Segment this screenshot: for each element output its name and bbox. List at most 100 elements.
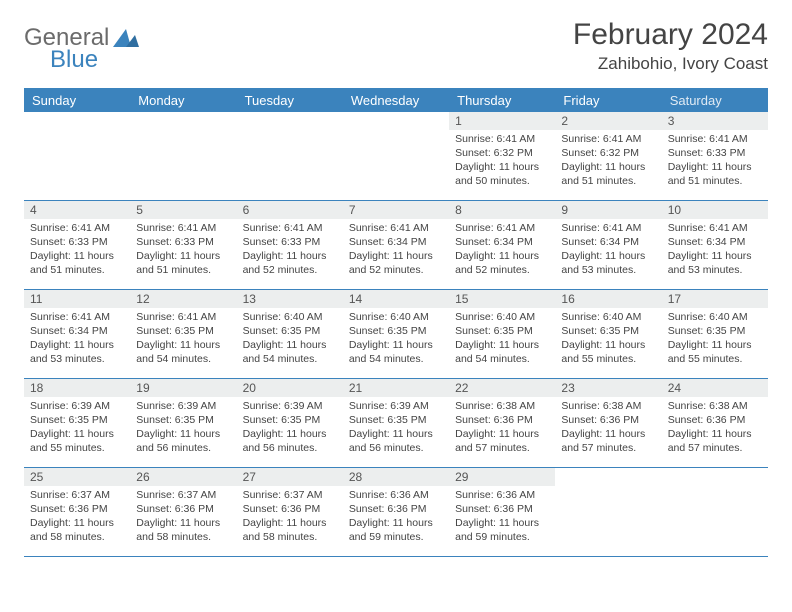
sunrise-text: Sunrise: 6:36 AM bbox=[349, 489, 443, 503]
day-cell: 9Sunrise: 6:41 AMSunset: 6:34 PMDaylight… bbox=[555, 201, 661, 289]
sunrise-text: Sunrise: 6:41 AM bbox=[30, 311, 124, 325]
day-number: 6 bbox=[237, 201, 343, 219]
sunset-text: Sunset: 6:35 PM bbox=[30, 414, 124, 428]
day-number: 17 bbox=[662, 290, 768, 308]
daylight-text: Daylight: 11 hours and 56 minutes. bbox=[136, 428, 230, 456]
daylight-text: Daylight: 11 hours and 58 minutes. bbox=[30, 517, 124, 545]
header: General February 2024 Zahibohio, Ivory C… bbox=[24, 18, 768, 74]
week-row: 25Sunrise: 6:37 AMSunset: 6:36 PMDayligh… bbox=[24, 468, 768, 557]
sunset-text: Sunset: 6:36 PM bbox=[136, 503, 230, 517]
daylight-text: Daylight: 11 hours and 53 minutes. bbox=[668, 250, 762, 278]
day-number: 23 bbox=[555, 379, 661, 397]
location: Zahibohio, Ivory Coast bbox=[573, 54, 768, 74]
day-cell bbox=[24, 112, 130, 200]
day-number: 18 bbox=[24, 379, 130, 397]
sunset-text: Sunset: 6:36 PM bbox=[668, 414, 762, 428]
daylight-text: Daylight: 11 hours and 56 minutes. bbox=[243, 428, 337, 456]
day-number bbox=[237, 112, 343, 116]
day-cell: 7 Sunrise: 6:41 AMSunset: 6:34 PMDaylight… bbox=[343, 201, 449, 289]
day-details: Sunrise: 6:41 AMSunset: 6:33 PMDaylight:… bbox=[237, 219, 343, 283]
day-details: Sunrise: 6:41 AMSunset: 6:33 PMDaylight:… bbox=[662, 130, 768, 194]
day-number: 5 bbox=[130, 201, 236, 219]
day-cell: 20 Sunrise: 6:39 AMSunset: 6:35 PMDayligh… bbox=[237, 379, 343, 467]
day-cell bbox=[662, 468, 768, 556]
sunset-text: Sunset: 6:36 PM bbox=[243, 503, 337, 517]
sunrise-text: Sunrise: 6:38 AM bbox=[668, 400, 762, 414]
day-number: 7 bbox=[343, 201, 449, 219]
day-cell: 26Sunrise: 6:37 AMSunset: 6:36 PMDayligh… bbox=[130, 468, 236, 556]
sunrise-text: Sunrise: 6:40 AM bbox=[455, 311, 549, 325]
day-cell bbox=[555, 468, 661, 556]
day-cell: 27Sunrise: 6:37 AMSunset: 6:36 PMDayligh… bbox=[237, 468, 343, 556]
daylight-text: Daylight: 11 hours and 51 minutes. bbox=[561, 161, 655, 189]
weekday-header-row: SundayMondayTuesdayWednesdayThursdayFrid… bbox=[24, 89, 768, 112]
day-cell: 25Sunrise: 6:37 AMSunset: 6:36 PMDayligh… bbox=[24, 468, 130, 556]
day-cell: 15Sunrise: 6:40 AMSunset: 6:35 PMDayligh… bbox=[449, 290, 555, 378]
daylight-text: Daylight: 11 hours and 57 minutes. bbox=[455, 428, 549, 456]
day-details: Sunrise: 6:41 AMSunset: 6:34 PMDaylight:… bbox=[24, 308, 130, 372]
daylight-text: Daylight: 11 hours and 51 minutes. bbox=[668, 161, 762, 189]
daylight-text: Daylight: 11 hours and 52 minutes. bbox=[349, 250, 443, 278]
daylight-text: Daylight: 11 hours and 53 minutes. bbox=[561, 250, 655, 278]
daylight-text: Daylight: 11 hours and 55 minutes. bbox=[30, 428, 124, 456]
sunset-text: Sunset: 6:33 PM bbox=[243, 236, 337, 250]
week-row: 11Sunrise: 6:41 AMSunset: 6:34 PMDayligh… bbox=[24, 290, 768, 379]
sunset-text: Sunset: 6:32 PM bbox=[455, 147, 549, 161]
sunrise-text: Sunrise: 6:41 AM bbox=[136, 311, 230, 325]
day-number: 10 bbox=[662, 201, 768, 219]
sunrise-text: Sunrise: 6:41 AM bbox=[668, 133, 762, 147]
weekday-header: Tuesday bbox=[237, 89, 343, 112]
sunset-text: Sunset: 6:36 PM bbox=[30, 503, 124, 517]
day-number: 19 bbox=[130, 379, 236, 397]
sunrise-text: Sunrise: 6:40 AM bbox=[349, 311, 443, 325]
day-details: Sunrise: 6:39 AMSunset: 6:35 PMDaylight:… bbox=[343, 397, 449, 461]
day-cell: 18Sunrise: 6:39 AMSunset: 6:35 PMDayligh… bbox=[24, 379, 130, 467]
day-number: 25 bbox=[24, 468, 130, 486]
weekday-header: Monday bbox=[130, 89, 236, 112]
daylight-text: Daylight: 11 hours and 54 minutes. bbox=[455, 339, 549, 367]
daylight-text: Daylight: 11 hours and 57 minutes. bbox=[561, 428, 655, 456]
day-details: Sunrise: 6:37 AMSunset: 6:36 PMDaylight:… bbox=[130, 486, 236, 550]
calendar: SundayMondayTuesdayWednesdayThursdayFrid… bbox=[24, 88, 768, 557]
sunset-text: Sunset: 6:35 PM bbox=[243, 414, 337, 428]
logo-mark-icon bbox=[113, 25, 139, 52]
day-number: 27 bbox=[237, 468, 343, 486]
sunset-text: Sunset: 6:35 PM bbox=[668, 325, 762, 339]
sunrise-text: Sunrise: 6:41 AM bbox=[349, 222, 443, 236]
day-cell: 16Sunrise: 6:40 AMSunset: 6:35 PMDayligh… bbox=[555, 290, 661, 378]
day-details: Sunrise: 6:38 AMSunset: 6:36 PMDaylight:… bbox=[555, 397, 661, 461]
sunset-text: Sunset: 6:35 PM bbox=[349, 414, 443, 428]
sunrise-text: Sunrise: 6:41 AM bbox=[30, 222, 124, 236]
day-details: Sunrise: 6:41 AMSunset: 6:35 PMDaylight:… bbox=[130, 308, 236, 372]
day-number bbox=[662, 468, 768, 472]
day-number: 2 bbox=[555, 112, 661, 130]
daylight-text: Daylight: 11 hours and 55 minutes. bbox=[561, 339, 655, 367]
daylight-text: Daylight: 11 hours and 54 minutes. bbox=[243, 339, 337, 367]
sunrise-text: Sunrise: 6:39 AM bbox=[349, 400, 443, 414]
day-cell: 28Sunrise: 6:36 AMSunset: 6:36 PMDayligh… bbox=[343, 468, 449, 556]
day-number: 14 bbox=[343, 290, 449, 308]
sunset-text: Sunset: 6:35 PM bbox=[136, 325, 230, 339]
day-number: 20 bbox=[237, 379, 343, 397]
sunrise-text: Sunrise: 6:39 AM bbox=[243, 400, 337, 414]
sunrise-text: Sunrise: 6:41 AM bbox=[243, 222, 337, 236]
sunrise-text: Sunrise: 6:37 AM bbox=[243, 489, 337, 503]
day-details: Sunrise: 6:38 AMSunset: 6:36 PMDaylight:… bbox=[449, 397, 555, 461]
day-details: Sunrise: 6:40 AMSunset: 6:35 PMDaylight:… bbox=[662, 308, 768, 372]
day-details: Sunrise: 6:41 AMSunset: 6:34 PMDaylight:… bbox=[449, 219, 555, 283]
day-cell: 4Sunrise: 6:41 AMSunset: 6:33 PMDaylight… bbox=[24, 201, 130, 289]
sunrise-text: Sunrise: 6:39 AM bbox=[136, 400, 230, 414]
day-number bbox=[130, 112, 236, 116]
day-number: 21 bbox=[343, 379, 449, 397]
day-cell: 21Sunrise: 6:39 AMSunset: 6:35 PMDayligh… bbox=[343, 379, 449, 467]
day-number: 24 bbox=[662, 379, 768, 397]
sunset-text: Sunset: 6:33 PM bbox=[668, 147, 762, 161]
day-cell: 1Sunrise: 6:41 AMSunset: 6:32 PMDaylight… bbox=[449, 112, 555, 200]
day-cell: 2Sunrise: 6:41 AMSunset: 6:32 PMDaylight… bbox=[555, 112, 661, 200]
sunrise-text: Sunrise: 6:40 AM bbox=[243, 311, 337, 325]
sunset-text: Sunset: 6:34 PM bbox=[349, 236, 443, 250]
daylight-text: Daylight: 11 hours and 59 minutes. bbox=[349, 517, 443, 545]
day-cell: 22Sunrise: 6:38 AMSunset: 6:36 PMDayligh… bbox=[449, 379, 555, 467]
daylight-text: Daylight: 11 hours and 57 minutes. bbox=[668, 428, 762, 456]
weekday-header: Sunday bbox=[24, 89, 130, 112]
